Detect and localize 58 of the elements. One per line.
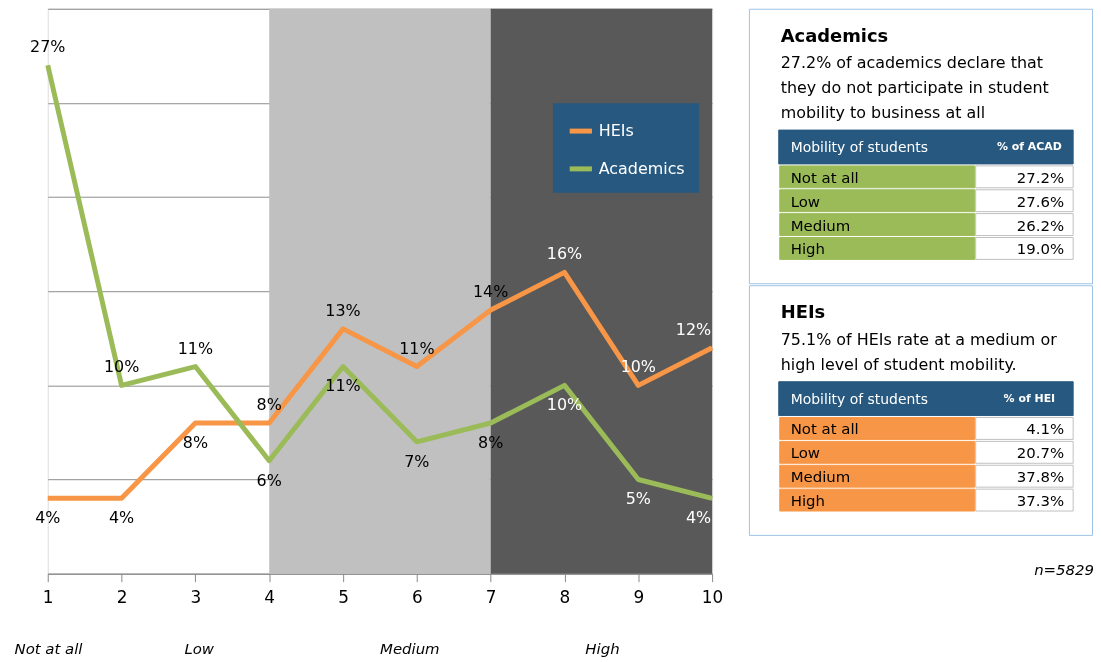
text: 37.8% <box>1016 468 1065 487</box>
x-tick-label: 5 <box>338 587 349 608</box>
text: % of ACAD <box>996 139 1062 153</box>
category-label: Low <box>790 192 821 211</box>
data-label: 4% <box>108 508 135 528</box>
data-label: 27% <box>30 37 66 57</box>
data-label: 10% <box>546 395 583 415</box>
text: Mobility of students <box>790 390 928 407</box>
text: 4.1% <box>1026 420 1065 439</box>
x-tick-label: 8 <box>559 587 571 608</box>
data-label: 11% <box>325 376 361 396</box>
data-label: 8% <box>256 395 282 415</box>
text: HEIs <box>780 301 826 323</box>
x-tick-label: 7 <box>485 587 497 608</box>
data-label: 16% <box>546 244 583 264</box>
text: n=5829 <box>1034 560 1095 579</box>
legend-label: Academics <box>598 158 685 178</box>
data-label: 6% <box>256 470 282 490</box>
x-tick-label: 10 <box>701 587 724 608</box>
data-label: 11% <box>399 338 435 358</box>
x-tick-label: 2 <box>116 587 128 608</box>
category-label: Medium <box>790 216 851 235</box>
data-label: 13% <box>325 300 361 320</box>
category-label: Not at all <box>790 420 859 439</box>
text: Academics <box>780 24 889 46</box>
text: Not at all <box>14 640 84 659</box>
category-label: High <box>790 492 825 511</box>
data-label: 11% <box>177 338 214 358</box>
text: 27.2% of academics declare that they do not participate in student mobility to business at all <box>780 53 1049 123</box>
text: 37.3% <box>1016 492 1065 511</box>
text: Medium <box>380 640 440 659</box>
data-label: 4% <box>685 508 712 528</box>
data-label: 4% <box>35 508 61 528</box>
category-label: Not at all <box>790 168 859 187</box>
text: 27.2% <box>1016 168 1065 187</box>
text: 20.7% <box>1016 444 1065 463</box>
category-label: Low <box>790 444 821 463</box>
data-label: 8% <box>478 432 504 452</box>
text: High <box>585 640 620 659</box>
x-tick-label: 9 <box>633 587 645 608</box>
x-tick-label: 3 <box>190 587 202 608</box>
data-label: 8% <box>182 432 208 452</box>
legend-label: HEIs <box>598 121 634 141</box>
x-tick-label: 1 <box>42 587 54 608</box>
category-label: High <box>790 240 825 259</box>
data-label: 7% <box>404 451 430 471</box>
data-label: 12% <box>675 319 712 339</box>
text: Mobility of students <box>790 138 928 155</box>
category-label: Medium <box>790 468 851 487</box>
text: % of HEI <box>1003 391 1056 405</box>
text: 26.2% <box>1016 216 1065 235</box>
text: 19.0% <box>1016 240 1065 259</box>
text: 27.6% <box>1016 192 1065 211</box>
data-label: 5% <box>625 489 651 509</box>
x-tick-label: 6 <box>411 587 423 608</box>
x-tick-label: 4 <box>264 587 276 608</box>
text: 75.1% of HEIs rate at a medium or high level of student mobility. <box>780 329 1058 374</box>
text: Low <box>184 640 215 659</box>
